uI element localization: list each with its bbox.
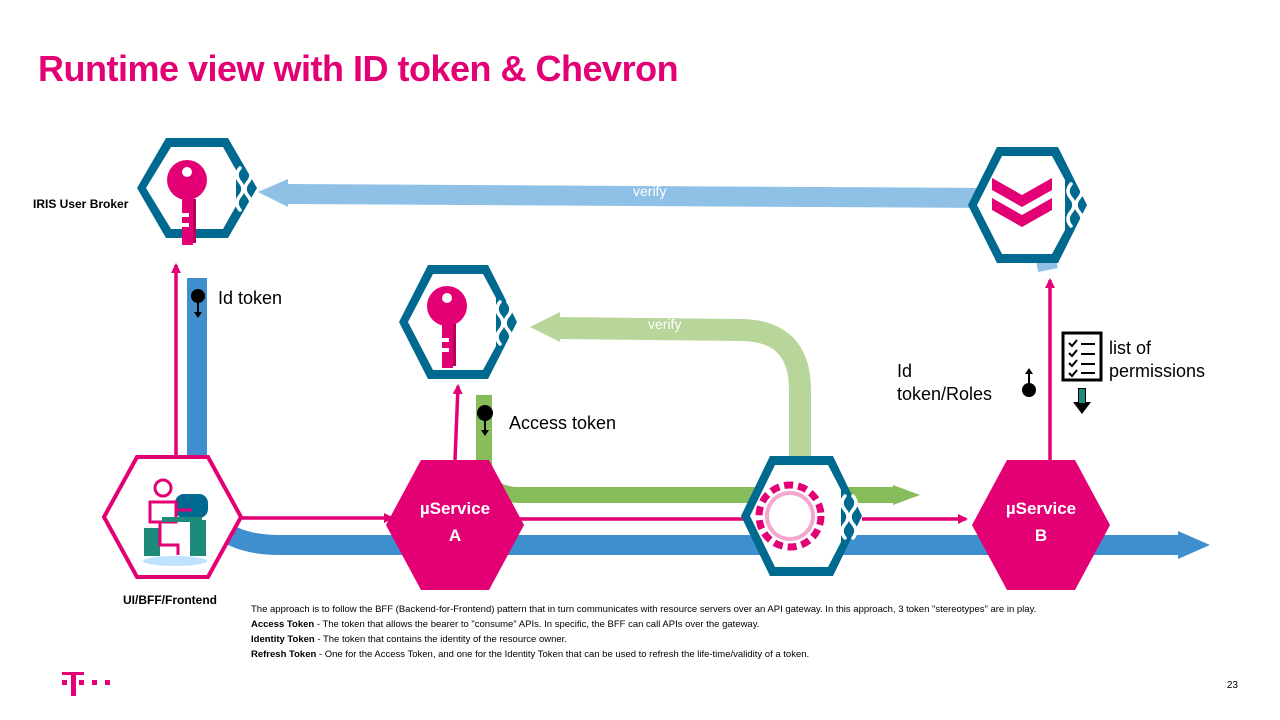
verify-mid-flow — [530, 312, 811, 460]
frontend-label: UI/BFF/Frontend — [123, 593, 217, 607]
service-a-label-line1: µService — [419, 499, 491, 518]
telekom-logo-icon — [62, 672, 110, 696]
frontend-node — [101, 455, 244, 579]
description-access: Access Token - The token that allows the… — [251, 617, 1231, 632]
access-token-label: Access token — [509, 413, 617, 433]
identity-term: Identity Token — [251, 634, 315, 645]
page-title: Runtime view with ID token & Chevron — [38, 48, 679, 89]
iris-broker-label: IRIS User Broker — [33, 197, 129, 211]
gateway-logo-icon — [235, 166, 253, 212]
page-number: 23 — [1226, 680, 1238, 691]
key-icon — [167, 160, 207, 245]
id-token-label: Id token — [218, 288, 283, 308]
access-token-flow — [476, 395, 920, 505]
down-arrow-icon — [1073, 388, 1091, 414]
id-roles-label-line1: Id — [897, 361, 913, 381]
access-term: Access Token — [251, 619, 315, 630]
id-token-symbol — [191, 289, 205, 318]
key-icon — [427, 286, 467, 368]
description-identity: Identity Token - The token that contains… — [251, 632, 1231, 647]
access-text: - The token that allows the bearer to "c… — [314, 619, 760, 630]
gateway-logo-icon — [495, 300, 513, 346]
service-b-label-line2: B — [1034, 526, 1048, 545]
permissions-label-line2: permissions — [1109, 361, 1206, 381]
service-b-node — [972, 460, 1110, 590]
verify-mid-label: verify — [648, 316, 682, 332]
gateway-gear-icon — [755, 481, 825, 551]
id-roles-token-symbol — [1022, 368, 1036, 397]
chevron-icon — [992, 178, 1052, 227]
service-b-label-line1: µService — [1005, 499, 1077, 518]
permissions-label-line1: list of — [1109, 338, 1152, 358]
description-block: The approach is to follow the BFF (Backe… — [251, 602, 1231, 662]
id-roles-label-line2: token/Roles — [897, 384, 993, 404]
service-a-label-line2: A — [448, 526, 462, 545]
refresh-term: Refresh Token — [251, 649, 317, 660]
gateway-logo-icon — [1066, 182, 1084, 228]
iris-broker-node — [137, 138, 257, 245]
api-gateway-node — [741, 456, 862, 576]
checklist-icon — [1061, 331, 1103, 382]
verify-top-label: verify — [633, 183, 667, 199]
service-a-node — [386, 460, 524, 590]
description-refresh: Refresh Token - One for the Access Token… — [251, 647, 1231, 662]
description-intro: The approach is to follow the BFF (Backe… — [251, 604, 1037, 615]
identity-text: - The token that contains the identity o… — [314, 634, 567, 645]
access-token-symbol — [477, 405, 493, 436]
gateway-logo-icon — [840, 494, 858, 540]
chevron-node — [968, 147, 1087, 263]
refresh-text: - One for the Access Token, and one for … — [316, 649, 810, 660]
access-token-server-node — [399, 265, 517, 379]
user-at-desk-icon — [143, 478, 208, 566]
request-flows — [171, 263, 1055, 524]
